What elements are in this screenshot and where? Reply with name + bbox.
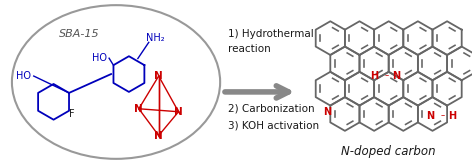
Text: F: F bbox=[69, 109, 74, 119]
Text: HO: HO bbox=[91, 53, 107, 63]
Text: reaction: reaction bbox=[228, 44, 271, 54]
Text: –: – bbox=[440, 111, 444, 120]
Text: HO: HO bbox=[16, 71, 31, 81]
Text: SBA-15: SBA-15 bbox=[59, 29, 100, 39]
Text: N: N bbox=[174, 107, 183, 117]
Text: H: H bbox=[370, 71, 378, 81]
Text: NH₂: NH₂ bbox=[146, 33, 165, 43]
Text: 3) KOH activation: 3) KOH activation bbox=[228, 121, 319, 131]
Text: N: N bbox=[323, 107, 331, 117]
Text: N: N bbox=[135, 104, 143, 114]
Text: –: – bbox=[384, 72, 389, 81]
FancyArrowPatch shape bbox=[225, 86, 289, 98]
Text: 1) Hydrothermal: 1) Hydrothermal bbox=[228, 29, 314, 39]
Text: H: H bbox=[448, 111, 456, 121]
Text: N: N bbox=[155, 131, 163, 141]
Text: 2) Carbonization: 2) Carbonization bbox=[228, 104, 315, 114]
Text: N-doped carbon: N-doped carbon bbox=[341, 145, 436, 158]
Text: N: N bbox=[426, 111, 434, 121]
Text: N: N bbox=[155, 71, 163, 81]
Text: N: N bbox=[392, 71, 401, 81]
